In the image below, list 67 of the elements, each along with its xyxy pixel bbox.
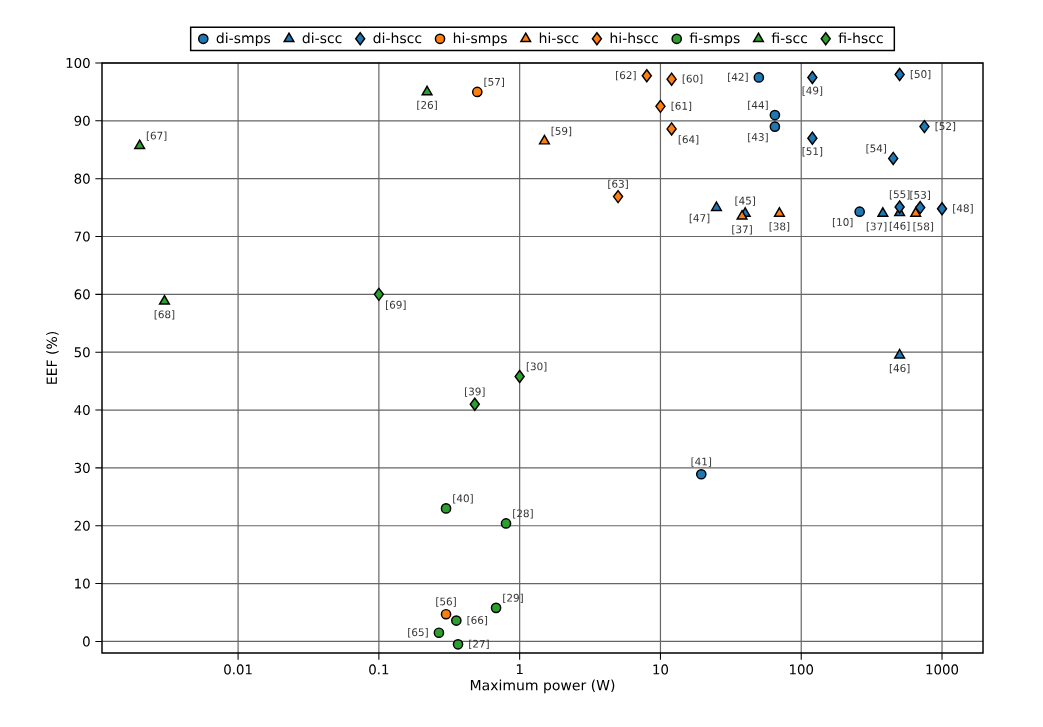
annotation: [30] [526, 362, 547, 372]
annotation: [39] [465, 387, 485, 397]
annotation: [37] [732, 225, 752, 235]
y-tick-label: 60 [74, 289, 90, 300]
legend-label: di-scc [302, 32, 342, 44]
x-tick-label: 0.1 [369, 664, 389, 675]
x-tick-label: 1 [516, 664, 523, 675]
annotation: [61] [671, 101, 692, 112]
y-tick-label: 0 [83, 636, 90, 647]
legend-label: fi-hscc [838, 32, 883, 44]
annotation: [42] [728, 72, 748, 83]
annotation: [57] [484, 77, 504, 87]
annotation: [27] [469, 639, 489, 649]
legend-label: hi-scc [539, 32, 579, 44]
x-tick-label: 10 [653, 664, 669, 675]
legend-label: di-hscc [373, 32, 422, 44]
annotation: [26] [417, 100, 437, 111]
annotation: [44] [748, 100, 768, 111]
annotation: [40] [453, 494, 473, 504]
annotation: [46] [889, 364, 910, 374]
annotation: [59] [551, 126, 572, 137]
annotation: [51] [802, 147, 823, 157]
y-tick-label: 40 [74, 404, 90, 416]
annotation: [49] [802, 86, 823, 96]
annotation: [60] [682, 74, 703, 84]
annotation: [53] [910, 190, 930, 200]
y-tick-label: 80 [74, 173, 90, 184]
annotation: [58] [913, 222, 934, 232]
y-tick-label: 20 [74, 520, 90, 531]
x-tick-label: 1000 [926, 664, 959, 675]
y-tick-label: 30 [74, 462, 90, 473]
annotation: [65] [408, 628, 428, 638]
annotation: [52] [935, 121, 956, 132]
annotation: [50] [910, 69, 931, 80]
x-axis-title: Maximum power (W) [470, 679, 615, 694]
annotation: [56] [436, 597, 456, 607]
annotation: [68] [154, 310, 175, 320]
legend-label: fi-smps [689, 32, 740, 47]
legend-label: hi-smps [453, 32, 507, 47]
annotation: [62] [616, 71, 636, 81]
annotation: [45] [735, 196, 755, 206]
annotation: [67] [146, 131, 167, 141]
annotation: [46] [889, 221, 910, 232]
y-tick-label: 70 [74, 231, 90, 242]
annotation: [10] [832, 217, 853, 228]
annotation: [55] [889, 190, 910, 200]
annotation: [69] [386, 300, 406, 310]
annotation: [63] [608, 179, 628, 190]
annotation: [37] [866, 222, 887, 232]
y-tick-label: 90 [74, 115, 90, 126]
annotation: [66] [467, 615, 488, 626]
x-tick-label: 100 [789, 664, 814, 675]
annotation: [47] [689, 213, 710, 224]
y-tick-label: 50 [74, 347, 90, 358]
legend-label: fi-scc [771, 32, 808, 44]
annotation: [48] [953, 204, 973, 214]
annotation: [41] [691, 457, 712, 467]
legend-label: hi-hscc [610, 32, 658, 44]
y-axis-title: EEF (%) [46, 331, 59, 384]
annotation: [38] [769, 222, 790, 232]
annotation: [54] [866, 144, 887, 154]
legend-label: di-smps [216, 32, 271, 47]
x-tick-label: 0.01 [224, 664, 252, 675]
annotation: [43] [748, 132, 768, 143]
annotation: [64] [678, 135, 699, 145]
y-tick-label: 10 [75, 578, 90, 589]
y-tick-label: 100 [66, 57, 90, 69]
